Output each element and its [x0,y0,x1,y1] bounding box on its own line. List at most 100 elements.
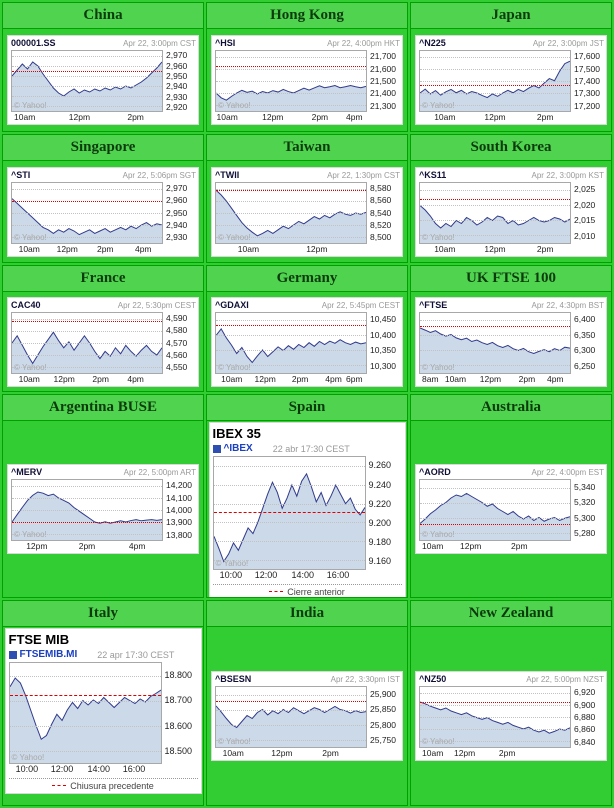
market-chart-thumbnail[interactable]: ^N225 Apr 22, 3:00pm JST © Yahoo! 17,600… [415,35,607,125]
market-chart-thumbnail[interactable]: ^HSI Apr 22, 4:00pm HKT © Yahoo! 21,700 2… [211,35,403,125]
previous-close-legend: Chiusura precedente [9,780,198,791]
x-axis: 10am 12pm 2pm 4pm [215,112,367,123]
chart-caption-row: ^MERV Apr 22, 5:00pm ART [11,467,196,478]
market-cell: India ^BSESN Apr 22, 3:30pm IST © Yahoo!… [206,600,408,806]
x-axis-label: 2pm [127,112,144,122]
chart-main: © Yahoo! 18.800 18.700 18.600 18.500 [8,662,198,764]
x-axis-label: 12pm [53,373,75,384]
market-header: China [3,3,203,29]
y-axis-label: 25,900 [370,688,396,699]
y-axis-label: 6,900 [574,699,596,710]
y-axis-label: 18.500 [164,746,193,757]
x-axis-label: 10am [221,373,243,384]
chart-caption-row: ^AORD Apr 22, 4:00pm EST [419,467,604,478]
x-axis-label: 12pm [254,373,276,384]
y-axis-label: 2,960 [166,195,188,206]
x-axis-label: 4pm [134,243,152,254]
market-chart-thumbnail[interactable]: IBEX 35 ^IBEX 22 abr 17:30 CEST © Yahoo!… [208,422,406,597]
ticker-symbol: ^MERV [11,467,43,477]
y-axis-label: 21,400 [370,88,396,99]
market-chart-thumbnail[interactable]: CAC40 Apr 22, 5:30pm CEST © Yahoo! 4,590… [7,296,199,387]
quote-timestamp: Apr 22, 5:00pm NZST [526,675,604,684]
market-cell: France CAC40 Apr 22, 5:30pm CEST © Yahoo… [2,265,204,392]
market-cell: New Zealand ^NZ50 Apr 22, 5:00pm NZST © … [410,600,612,806]
market-chart-thumbnail[interactable]: ^BSESN Apr 22, 3:30pm IST © Yahoo! 25,90… [211,671,403,761]
market-cell: UK FTSE 100 ^FTSE Apr 22, 4:30pm BST © Y… [410,265,612,392]
quote-timestamp: Apr 22, 3:30pm IST [330,675,400,684]
market-body: IBEX 35 ^IBEX 22 abr 17:30 CEST © Yahoo!… [207,421,407,597]
x-axis-label: 12pm [460,541,482,551]
plot-area: © Yahoo! [419,479,571,541]
price-area-series [420,480,570,540]
x-axis-label: 10:00 [15,764,39,774]
market-chart-thumbnail[interactable]: ^AORD Apr 22, 4:00pm EST © Yahoo! 5,340 5… [415,464,607,554]
price-area-series [420,183,570,243]
market-chart-thumbnail[interactable]: ^FTSE Apr 22, 4:30pm BST © Yahoo! 6,400 6… [415,296,607,387]
plot-area: © Yahoo! [8,662,162,764]
market-header: Spain [207,395,407,421]
y-axis-label: 8,560 [370,195,392,206]
x-axis-label: 2pm [518,373,536,384]
y-axis: 4,590 4,580 4,570 4,560 4,550 [163,312,196,374]
y-axis-label: 14,100 [166,492,192,503]
market-chart-thumbnail[interactable]: ^GDAXI Apr 22, 5:45pm CEST © Yahoo! 10,4… [211,296,403,387]
chart-main: © Yahoo! 2,970 2,960 2,950 2,940 2,930 [11,181,196,244]
ticker-symbol: ^KS11 [419,169,447,180]
chart-main: © Yahoo! 25,900 25,850 25,800 25,750 [215,686,400,748]
x-axis-label: 4pm [127,373,144,384]
y-axis-label: 17,200 [574,100,600,111]
market-header: UK FTSE 100 [411,266,611,292]
market-name: Australia [481,399,541,415]
x-axis-label: 2pm [311,112,329,122]
chart-title: FTSE MIB [8,632,70,647]
chart-caption-row: ^GDAXI Apr 22, 5:45pm CEST [215,300,400,311]
x-axis-label: 12pm [484,112,506,122]
x-axis: 10am 12pm 2pm [215,748,367,759]
market-body: ^NZ50 Apr 22, 5:00pm NZST © Yahoo! 6,920… [411,627,611,805]
y-axis-label: 9.160 [368,555,392,566]
chart-main: © Yahoo! 5,340 5,320 5,300 5,280 [419,479,604,541]
market-chart-thumbnail[interactable]: ^MERV Apr 22, 5:00pm ART © Yahoo! 14,200… [7,464,199,554]
market-chart-thumbnail[interactable]: ^STI Apr 22, 5:06pm SGT © Yahoo! 2,970 2,… [7,166,199,257]
y-axis: 2,970 2,960 2,950 2,940 2,930 [163,182,196,244]
x-axis-label: 10am [434,112,456,122]
y-axis-label: 2,025 [574,184,596,195]
chart-caption-row: CAC40 Apr 22, 5:30pm CEST [11,300,196,311]
y-axis-label: 17,500 [574,63,600,74]
market-header: Germany [207,266,407,292]
x-axis-label: 12pm [479,373,502,384]
market-header: Singapore [3,135,203,161]
x-axis-label: 2pm [536,112,554,122]
x-axis-label: 10am [422,541,444,551]
y-axis-label: 6,920 [574,687,596,698]
x-axis: 10am 12pm 2pm [419,244,571,255]
chart-caption-row: ^KS11 Apr 22, 3:00pm KST [419,170,604,181]
market-name: Taiwan [283,139,331,155]
market-chart-thumbnail[interactable]: ^TWII Apr 22, 1:30pm CST © Yahoo! 8,580 8… [211,166,403,257]
ticker-symbol: CAC40 [11,299,41,310]
price-area-series [420,51,570,111]
ticker-symbol: ^TWII [215,169,240,180]
y-axis-label: 4,580 [166,325,188,336]
x-axis-label: 10am [216,112,238,122]
market-name: China [83,7,123,23]
x-axis-label: 12:00 [254,570,278,580]
x-axis-label: 12pm [484,243,506,254]
market-chart-thumbnail[interactable]: FTSE MIB FTSEMIB.MI 22 apr 17:30 CEST © … [4,628,202,794]
x-axis-label: 2pm [498,748,516,758]
x-axis-label: 14:00 [87,764,111,774]
y-axis-label: 14,000 [166,505,192,515]
market-chart-thumbnail[interactable]: 000001.SS Apr 22, 3:00pm CST © Yahoo! 2,… [7,35,199,125]
market-header: Italy [3,601,203,627]
plot-area: © Yahoo! [11,50,163,112]
market-header: Australia [411,395,611,421]
market-chart-thumbnail[interactable]: ^KS11 Apr 22, 3:00pm KST © Yahoo! 2,025 2… [415,166,607,257]
chart-main: © Yahoo! 6,920 6,900 6,880 6,860 6,840 [419,686,604,748]
ticker-symbol: ^BSESN [215,674,252,684]
x-axis-label: 4pm [325,373,342,384]
market-chart-thumbnail[interactable]: ^NZ50 Apr 22, 5:00pm NZST © Yahoo! 6,920… [415,671,607,761]
market-header: Taiwan [207,135,407,161]
y-axis-label: 17,600 [574,51,600,62]
y-axis-label: 9.260 [368,460,392,471]
